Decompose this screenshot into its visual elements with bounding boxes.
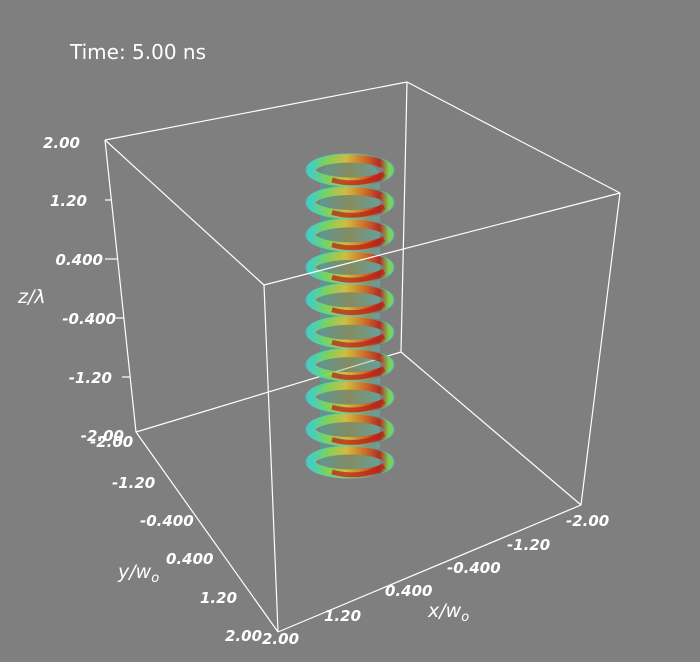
x-tick-label: 0.400 xyxy=(385,582,432,600)
y-tick-label: -0.400 xyxy=(140,512,194,530)
z-axis-title: z/λ xyxy=(17,286,46,308)
y-axis-title: y/wo xyxy=(117,561,159,586)
helix-rim xyxy=(305,445,395,479)
x-axis: 2.00 1.20 0.400 -0.400 -1.20 -2.00 x/wo xyxy=(262,512,609,648)
time-label: Time: 5.00 ns xyxy=(70,40,207,64)
helix-hotspot xyxy=(331,236,386,251)
y-tick-label: -1.20 xyxy=(112,474,155,492)
x-tick-label: -2.00 xyxy=(566,512,609,530)
x-tick-label: -0.400 xyxy=(447,559,501,577)
y-tick-label: 2.00 xyxy=(225,627,262,645)
y-tick-label: 0.400 xyxy=(166,550,213,568)
helix-hotspot xyxy=(331,301,386,316)
helix-hotspot xyxy=(331,269,386,283)
box-front-edges xyxy=(104,139,621,633)
y-axis: -2.00 -1.20 -0.400 0.400 1.20 2.00 y/wo xyxy=(90,433,262,645)
y-tick-label: 1.20 xyxy=(200,589,237,607)
y-tick-label: -2.00 xyxy=(90,433,133,451)
helix-hotspot xyxy=(331,431,386,445)
x-tick-label: 1.20 xyxy=(324,607,361,625)
helix-hotspot xyxy=(331,463,386,478)
z-tick-label: 0.400 xyxy=(56,251,103,269)
helix-hotspot xyxy=(331,171,386,186)
helical-beam xyxy=(305,153,395,479)
z-tick-label: 1.20 xyxy=(50,192,87,210)
z-tick-label: 2.00 xyxy=(43,134,80,152)
helix-hotspot xyxy=(331,334,386,348)
z-tick-label: -2.00 xyxy=(81,427,124,445)
x-tick-label: 2.00 xyxy=(262,630,299,648)
helix-hotspot xyxy=(331,366,386,381)
z-tick-label: -1.20 xyxy=(69,369,112,387)
x-tick-label: -1.20 xyxy=(507,536,550,554)
helix-hotspot xyxy=(331,398,386,413)
x-axis-title: x/wo xyxy=(427,600,469,625)
helix-hotspot xyxy=(331,204,386,218)
z-tick-label: -0.400 xyxy=(62,310,116,328)
z-axis: 2.00 1.20 0.400 -0.400 -1.20 -2.00 z/λ xyxy=(17,134,130,445)
